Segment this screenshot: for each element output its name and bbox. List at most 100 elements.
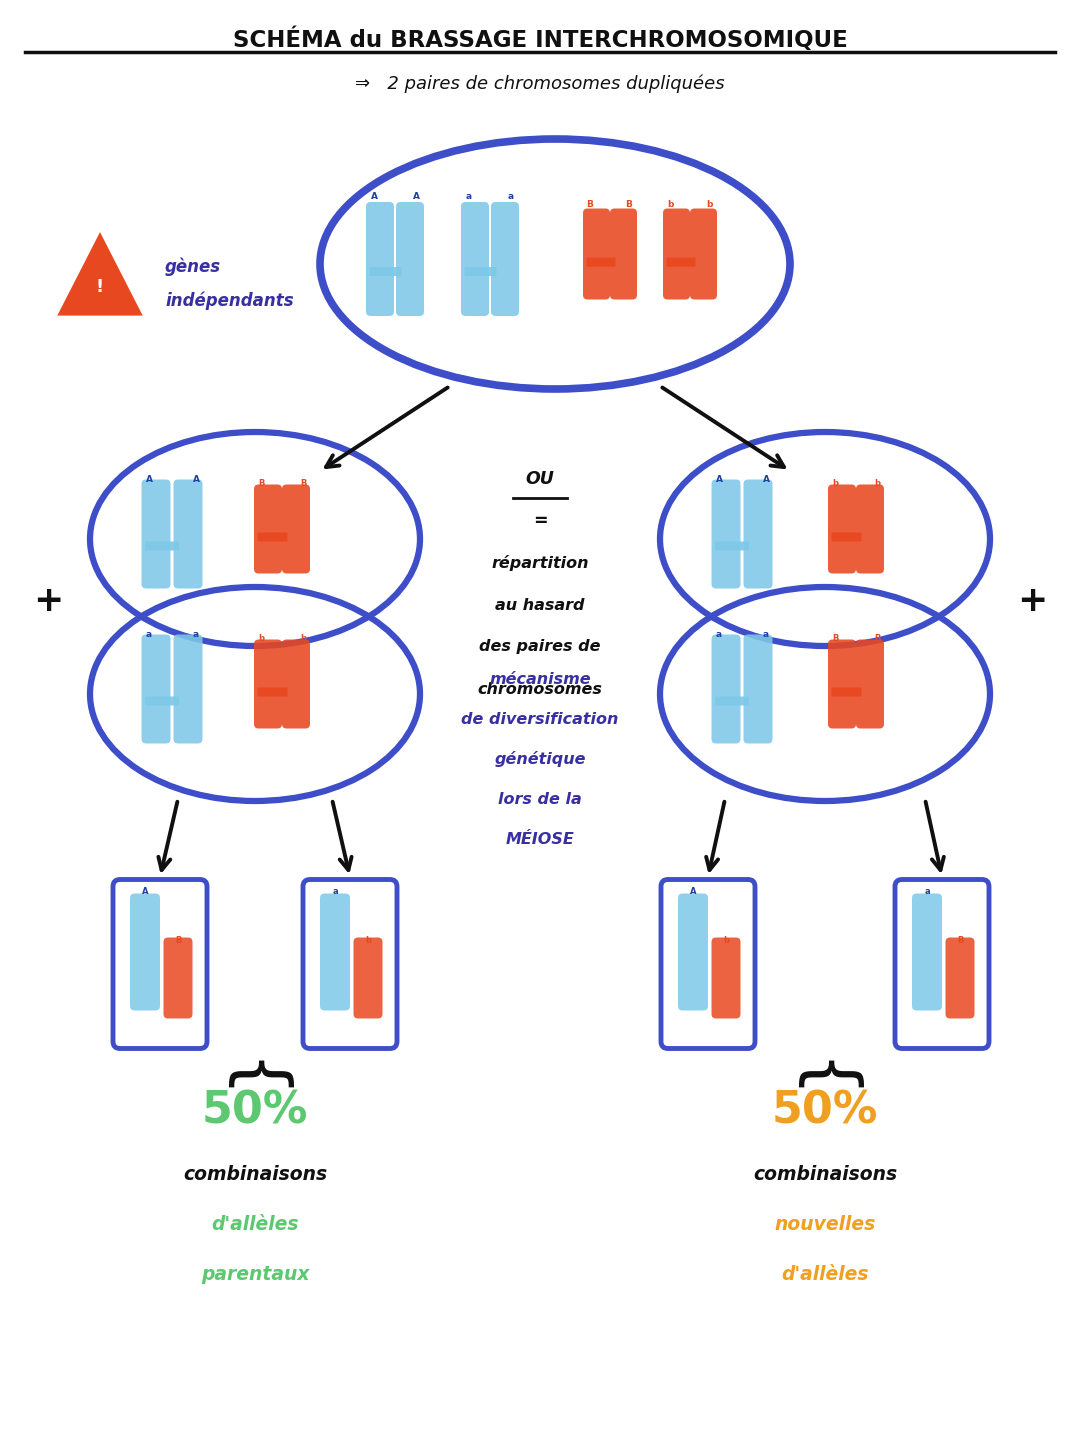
FancyBboxPatch shape bbox=[586, 258, 616, 267]
Text: b: b bbox=[723, 936, 729, 945]
Text: répartition: répartition bbox=[491, 555, 589, 571]
Text: gènes: gènes bbox=[165, 258, 221, 277]
FancyBboxPatch shape bbox=[945, 938, 974, 1019]
Polygon shape bbox=[55, 229, 145, 317]
FancyBboxPatch shape bbox=[856, 484, 885, 574]
FancyBboxPatch shape bbox=[678, 894, 708, 1010]
FancyBboxPatch shape bbox=[282, 484, 310, 574]
Text: mécanisme: mécanisme bbox=[489, 671, 591, 687]
Text: b: b bbox=[300, 633, 306, 642]
Text: B: B bbox=[874, 633, 880, 642]
FancyBboxPatch shape bbox=[912, 894, 942, 1010]
FancyBboxPatch shape bbox=[712, 938, 741, 1019]
FancyBboxPatch shape bbox=[828, 484, 856, 574]
FancyBboxPatch shape bbox=[583, 209, 610, 300]
Text: b: b bbox=[666, 200, 673, 209]
FancyBboxPatch shape bbox=[396, 201, 424, 316]
FancyBboxPatch shape bbox=[663, 209, 690, 300]
Text: B: B bbox=[175, 936, 181, 945]
Text: a: a bbox=[333, 887, 338, 895]
Text: A: A bbox=[413, 191, 419, 200]
Text: A: A bbox=[370, 191, 378, 200]
Text: }: } bbox=[792, 1043, 859, 1087]
FancyBboxPatch shape bbox=[491, 201, 519, 316]
FancyBboxPatch shape bbox=[254, 484, 282, 574]
Text: A: A bbox=[146, 474, 152, 484]
FancyBboxPatch shape bbox=[174, 635, 203, 743]
FancyBboxPatch shape bbox=[163, 938, 192, 1019]
FancyBboxPatch shape bbox=[832, 687, 862, 697]
FancyBboxPatch shape bbox=[712, 635, 741, 743]
Text: b: b bbox=[874, 478, 880, 487]
Text: indépendants: indépendants bbox=[165, 291, 294, 310]
Text: combinaisons: combinaisons bbox=[753, 1165, 897, 1184]
FancyBboxPatch shape bbox=[743, 635, 772, 743]
FancyBboxPatch shape bbox=[743, 480, 772, 588]
FancyBboxPatch shape bbox=[145, 697, 179, 706]
Text: combinaisons: combinaisons bbox=[183, 1165, 327, 1184]
Text: parentaux: parentaux bbox=[201, 1265, 309, 1284]
Text: B: B bbox=[832, 633, 838, 642]
Text: lors de la: lors de la bbox=[498, 791, 582, 807]
Text: =: = bbox=[532, 511, 548, 530]
Text: A: A bbox=[690, 887, 697, 895]
FancyBboxPatch shape bbox=[145, 542, 179, 551]
Text: }: } bbox=[221, 1043, 288, 1087]
Text: d'allèles: d'allèles bbox=[212, 1214, 299, 1233]
Text: B: B bbox=[957, 936, 963, 945]
FancyBboxPatch shape bbox=[141, 635, 171, 743]
Text: b: b bbox=[832, 478, 838, 487]
FancyBboxPatch shape bbox=[666, 258, 696, 267]
FancyBboxPatch shape bbox=[461, 201, 489, 316]
Text: nouvelles: nouvelles bbox=[774, 1214, 876, 1233]
FancyBboxPatch shape bbox=[610, 209, 637, 300]
FancyBboxPatch shape bbox=[690, 209, 717, 300]
FancyBboxPatch shape bbox=[715, 697, 750, 706]
FancyBboxPatch shape bbox=[353, 938, 382, 1019]
Text: B: B bbox=[625, 200, 633, 209]
Text: +: + bbox=[32, 584, 64, 619]
FancyBboxPatch shape bbox=[715, 542, 750, 551]
Text: B: B bbox=[586, 200, 593, 209]
Text: b: b bbox=[365, 936, 372, 945]
Text: b: b bbox=[258, 633, 264, 642]
FancyBboxPatch shape bbox=[366, 201, 394, 316]
Text: a: a bbox=[146, 629, 152, 639]
FancyBboxPatch shape bbox=[174, 480, 203, 588]
FancyBboxPatch shape bbox=[141, 480, 171, 588]
Text: MÉIOSE: MÉIOSE bbox=[505, 832, 575, 846]
Text: B: B bbox=[258, 478, 265, 487]
Text: des paires de: des paires de bbox=[480, 639, 600, 655]
Text: a: a bbox=[924, 887, 930, 895]
Text: au hasard: au hasard bbox=[496, 597, 584, 613]
Text: a: a bbox=[465, 191, 472, 200]
Text: A: A bbox=[141, 887, 148, 895]
Text: SCHÉMA du BRASSAGE INTERCHROMOSOMIQUE: SCHÉMA du BRASSAGE INTERCHROMOSOMIQUE bbox=[232, 28, 848, 52]
Text: 50%: 50% bbox=[772, 1090, 878, 1133]
FancyBboxPatch shape bbox=[257, 532, 287, 542]
Text: A: A bbox=[192, 474, 200, 484]
FancyBboxPatch shape bbox=[257, 687, 287, 697]
Text: +: + bbox=[1016, 584, 1048, 619]
Text: a: a bbox=[508, 191, 514, 200]
FancyBboxPatch shape bbox=[369, 267, 402, 277]
Text: 50%: 50% bbox=[202, 1090, 308, 1133]
Text: a: a bbox=[193, 629, 199, 639]
FancyBboxPatch shape bbox=[828, 639, 856, 729]
FancyBboxPatch shape bbox=[856, 639, 885, 729]
Text: a: a bbox=[762, 629, 769, 639]
FancyBboxPatch shape bbox=[254, 639, 282, 729]
FancyBboxPatch shape bbox=[464, 267, 497, 277]
Text: génétique: génétique bbox=[495, 751, 585, 767]
Text: OU: OU bbox=[526, 469, 554, 488]
Text: !: ! bbox=[96, 278, 104, 296]
Text: de diversification: de diversification bbox=[461, 711, 619, 726]
Text: chromosomes: chromosomes bbox=[477, 681, 603, 697]
Text: B: B bbox=[300, 478, 307, 487]
Text: a: a bbox=[716, 629, 723, 639]
FancyBboxPatch shape bbox=[712, 480, 741, 588]
Text: A: A bbox=[762, 474, 770, 484]
FancyBboxPatch shape bbox=[282, 639, 310, 729]
Text: ⇒   2 paires de chromosomes dupliquées: ⇒ 2 paires de chromosomes dupliquées bbox=[355, 75, 725, 93]
FancyBboxPatch shape bbox=[320, 894, 350, 1010]
